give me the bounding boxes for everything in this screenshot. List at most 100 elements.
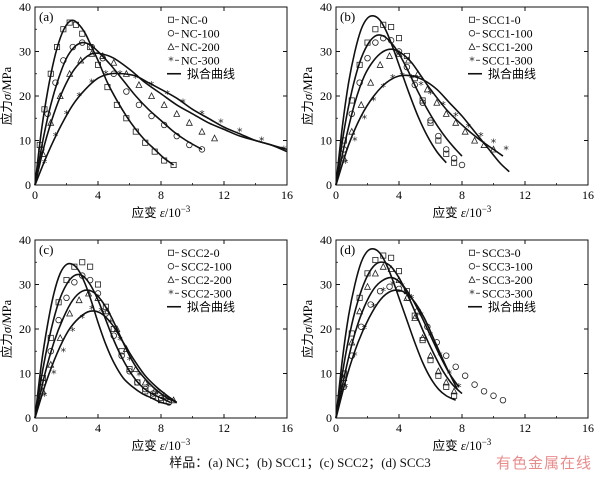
x-tick-label: 4 xyxy=(95,421,101,435)
data-point xyxy=(423,85,431,93)
x-axis-title-prefix: 应变 xyxy=(433,205,461,220)
data-point xyxy=(461,372,469,379)
fit-curve-2 xyxy=(335,261,463,419)
data-point xyxy=(443,150,450,157)
y-axis-title: 应力σ/MPa xyxy=(0,299,14,358)
y-tick-label: 0 xyxy=(326,178,332,192)
data-point: * xyxy=(478,130,484,143)
data-point xyxy=(39,149,47,157)
data-point xyxy=(434,367,442,375)
data-point xyxy=(452,118,460,126)
x-axis-title-symbol: ε xyxy=(461,439,466,453)
x-axis-title-symbol: ε xyxy=(160,206,165,220)
x-axis-title: 应变 ε/10−3 xyxy=(132,204,191,220)
data-point: * xyxy=(80,312,86,325)
data-point: * xyxy=(127,354,133,367)
y-axis-title-unit: /MPa xyxy=(0,66,14,94)
data-point: * xyxy=(399,281,405,294)
data-point: * xyxy=(89,303,95,316)
fit-curve-1 xyxy=(335,14,447,186)
data-point xyxy=(66,19,73,26)
data-point xyxy=(427,357,434,364)
data-point xyxy=(71,263,78,270)
data-point: * xyxy=(418,79,424,92)
data-point xyxy=(427,119,434,126)
legend-background xyxy=(466,244,582,316)
x-axis-title-unit: /10 xyxy=(466,206,482,220)
panel-label: (c) xyxy=(39,242,53,257)
legend-entry: SCC2-200 xyxy=(181,273,232,287)
data-point: * xyxy=(42,390,48,403)
data-point xyxy=(135,101,143,109)
x-tick-label: 8 xyxy=(158,421,164,435)
data-point xyxy=(110,58,118,66)
y-tick-label: 10 xyxy=(19,134,31,148)
y-tick-label: 20 xyxy=(19,322,31,336)
data-point xyxy=(435,372,442,379)
series-4: ****** * ********* xyxy=(42,68,287,170)
x-tick-label: 16 xyxy=(582,188,594,202)
y-tick-label: 30 xyxy=(320,278,332,292)
fit-curve-4 xyxy=(34,310,178,419)
data-point: * xyxy=(381,285,387,298)
y-axis-title-prefix: 应力 xyxy=(300,333,315,358)
data-point: * xyxy=(42,157,48,170)
data-point xyxy=(66,309,74,317)
x-tick-label: 4 xyxy=(95,188,101,202)
legend-entry: SCC1-0 xyxy=(482,13,521,27)
y-axis-title: 应力σ/MPa xyxy=(300,66,315,125)
chart-panel-1: 0 4 8 12 16 0 10 20 30 40 应变 ε/10−3 应力σ/MPa (a) * * * * *… xyxy=(0,0,293,220)
data-point: * xyxy=(51,368,57,381)
y-tick-label: 10 xyxy=(320,367,332,381)
data-point xyxy=(442,109,450,117)
data-point xyxy=(388,24,395,31)
data-point xyxy=(372,26,379,33)
data-point xyxy=(372,39,379,46)
x-axis-title-exp: −3 xyxy=(181,437,191,447)
data-point: * xyxy=(237,126,243,139)
y-axis-title-unit: /MPa xyxy=(0,299,14,327)
legend-entry: SCC2-0 xyxy=(181,246,220,260)
data-point xyxy=(75,296,83,304)
legend-marker xyxy=(167,30,175,37)
legend-background xyxy=(466,11,582,83)
data-point: * xyxy=(343,381,349,394)
legend-marker xyxy=(468,16,475,23)
data-point: * xyxy=(218,117,224,130)
data-point xyxy=(135,80,143,88)
panel-label: (b) xyxy=(340,9,355,24)
data-point: * xyxy=(343,157,349,170)
fit-curve-1 xyxy=(34,19,175,186)
data-point xyxy=(426,351,435,359)
data-point xyxy=(419,333,427,341)
data-point xyxy=(435,137,442,144)
y-axis-title-symbol: σ xyxy=(301,93,315,100)
data-point xyxy=(151,387,159,395)
data-point xyxy=(367,78,375,86)
x-axis-title-exp: −3 xyxy=(181,204,191,214)
x-axis-title-unit: /10 xyxy=(466,439,482,453)
data-point xyxy=(79,259,86,266)
data-point: * xyxy=(390,279,396,292)
x-tick-label: 0 xyxy=(333,188,339,202)
legend-marker xyxy=(167,42,175,50)
x-tick-label: 0 xyxy=(32,421,38,435)
legend-background xyxy=(165,244,281,316)
data-point: * xyxy=(362,112,368,125)
data-point: * xyxy=(453,110,459,123)
data-point: * xyxy=(362,323,368,336)
x-axis-title-symbol: ε xyxy=(160,439,165,453)
y-tick-label: 20 xyxy=(320,322,332,336)
legend-entry: SCC1-100 xyxy=(482,26,533,40)
legend-entry: NC-100 xyxy=(181,26,220,40)
legend-fit-label: 拟合曲线 xyxy=(488,299,536,314)
data-point xyxy=(443,383,450,390)
y-axis-title-unit: /MPa xyxy=(301,66,315,94)
x-tick-label: 12 xyxy=(519,421,531,435)
